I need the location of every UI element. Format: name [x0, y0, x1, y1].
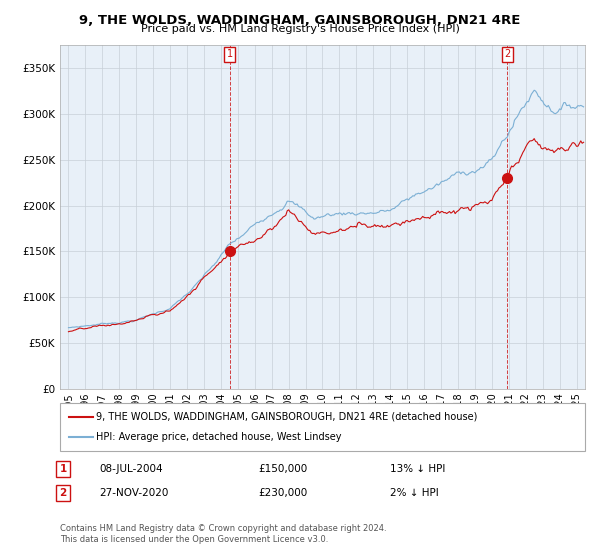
Text: 1: 1	[59, 464, 67, 474]
Text: 9, THE WOLDS, WADDINGHAM, GAINSBOROUGH, DN21 4RE (detached house): 9, THE WOLDS, WADDINGHAM, GAINSBOROUGH, …	[96, 412, 478, 422]
Text: 1: 1	[227, 49, 233, 59]
Text: 13% ↓ HPI: 13% ↓ HPI	[390, 464, 445, 474]
Text: 2: 2	[59, 488, 67, 498]
Text: £230,000: £230,000	[258, 488, 307, 498]
Text: £150,000: £150,000	[258, 464, 307, 474]
Text: 2: 2	[505, 49, 511, 59]
Text: 27-NOV-2020: 27-NOV-2020	[99, 488, 169, 498]
Text: Contains HM Land Registry data © Crown copyright and database right 2024.
This d: Contains HM Land Registry data © Crown c…	[60, 524, 386, 544]
Text: 9, THE WOLDS, WADDINGHAM, GAINSBOROUGH, DN21 4RE: 9, THE WOLDS, WADDINGHAM, GAINSBOROUGH, …	[79, 14, 521, 27]
Text: HPI: Average price, detached house, West Lindsey: HPI: Average price, detached house, West…	[96, 432, 341, 442]
Text: Price paid vs. HM Land Registry's House Price Index (HPI): Price paid vs. HM Land Registry's House …	[140, 24, 460, 34]
Text: 08-JUL-2004: 08-JUL-2004	[99, 464, 163, 474]
Text: 2% ↓ HPI: 2% ↓ HPI	[390, 488, 439, 498]
